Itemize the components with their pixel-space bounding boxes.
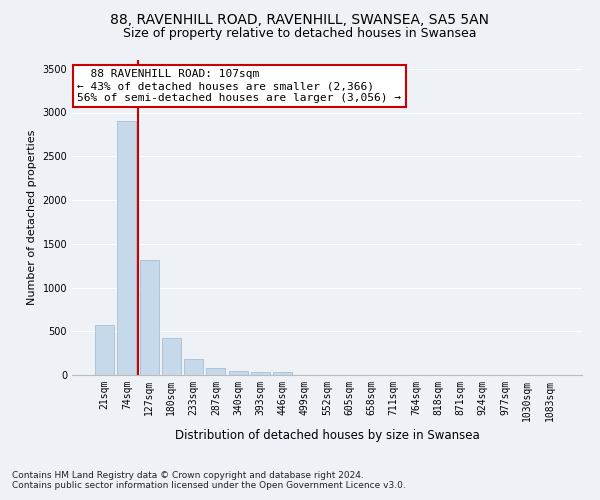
Text: 88, RAVENHILL ROAD, RAVENHILL, SWANSEA, SA5 5AN: 88, RAVENHILL ROAD, RAVENHILL, SWANSEA, …	[110, 12, 490, 26]
X-axis label: Distribution of detached houses by size in Swansea: Distribution of detached houses by size …	[175, 430, 479, 442]
Bar	[118, 121, 136, 375]
Bar	[251, 372, 270, 375]
Y-axis label: Number of detached properties: Number of detached properties	[27, 130, 37, 305]
Bar	[95, 325, 114, 375]
Bar	[184, 359, 203, 375]
Text: Contains public sector information licensed under the Open Government Licence v3: Contains public sector information licen…	[12, 480, 406, 490]
Bar	[162, 338, 181, 375]
Bar	[229, 370, 248, 375]
Text: Contains HM Land Registry data © Crown copyright and database right 2024.: Contains HM Land Registry data © Crown c…	[12, 470, 364, 480]
Bar	[273, 372, 292, 375]
Bar	[206, 368, 225, 375]
Bar	[140, 260, 158, 375]
Text: 88 RAVENHILL ROAD: 107sqm
← 43% of detached houses are smaller (2,366)
56% of se: 88 RAVENHILL ROAD: 107sqm ← 43% of detac…	[77, 70, 401, 102]
Text: Size of property relative to detached houses in Swansea: Size of property relative to detached ho…	[123, 28, 477, 40]
